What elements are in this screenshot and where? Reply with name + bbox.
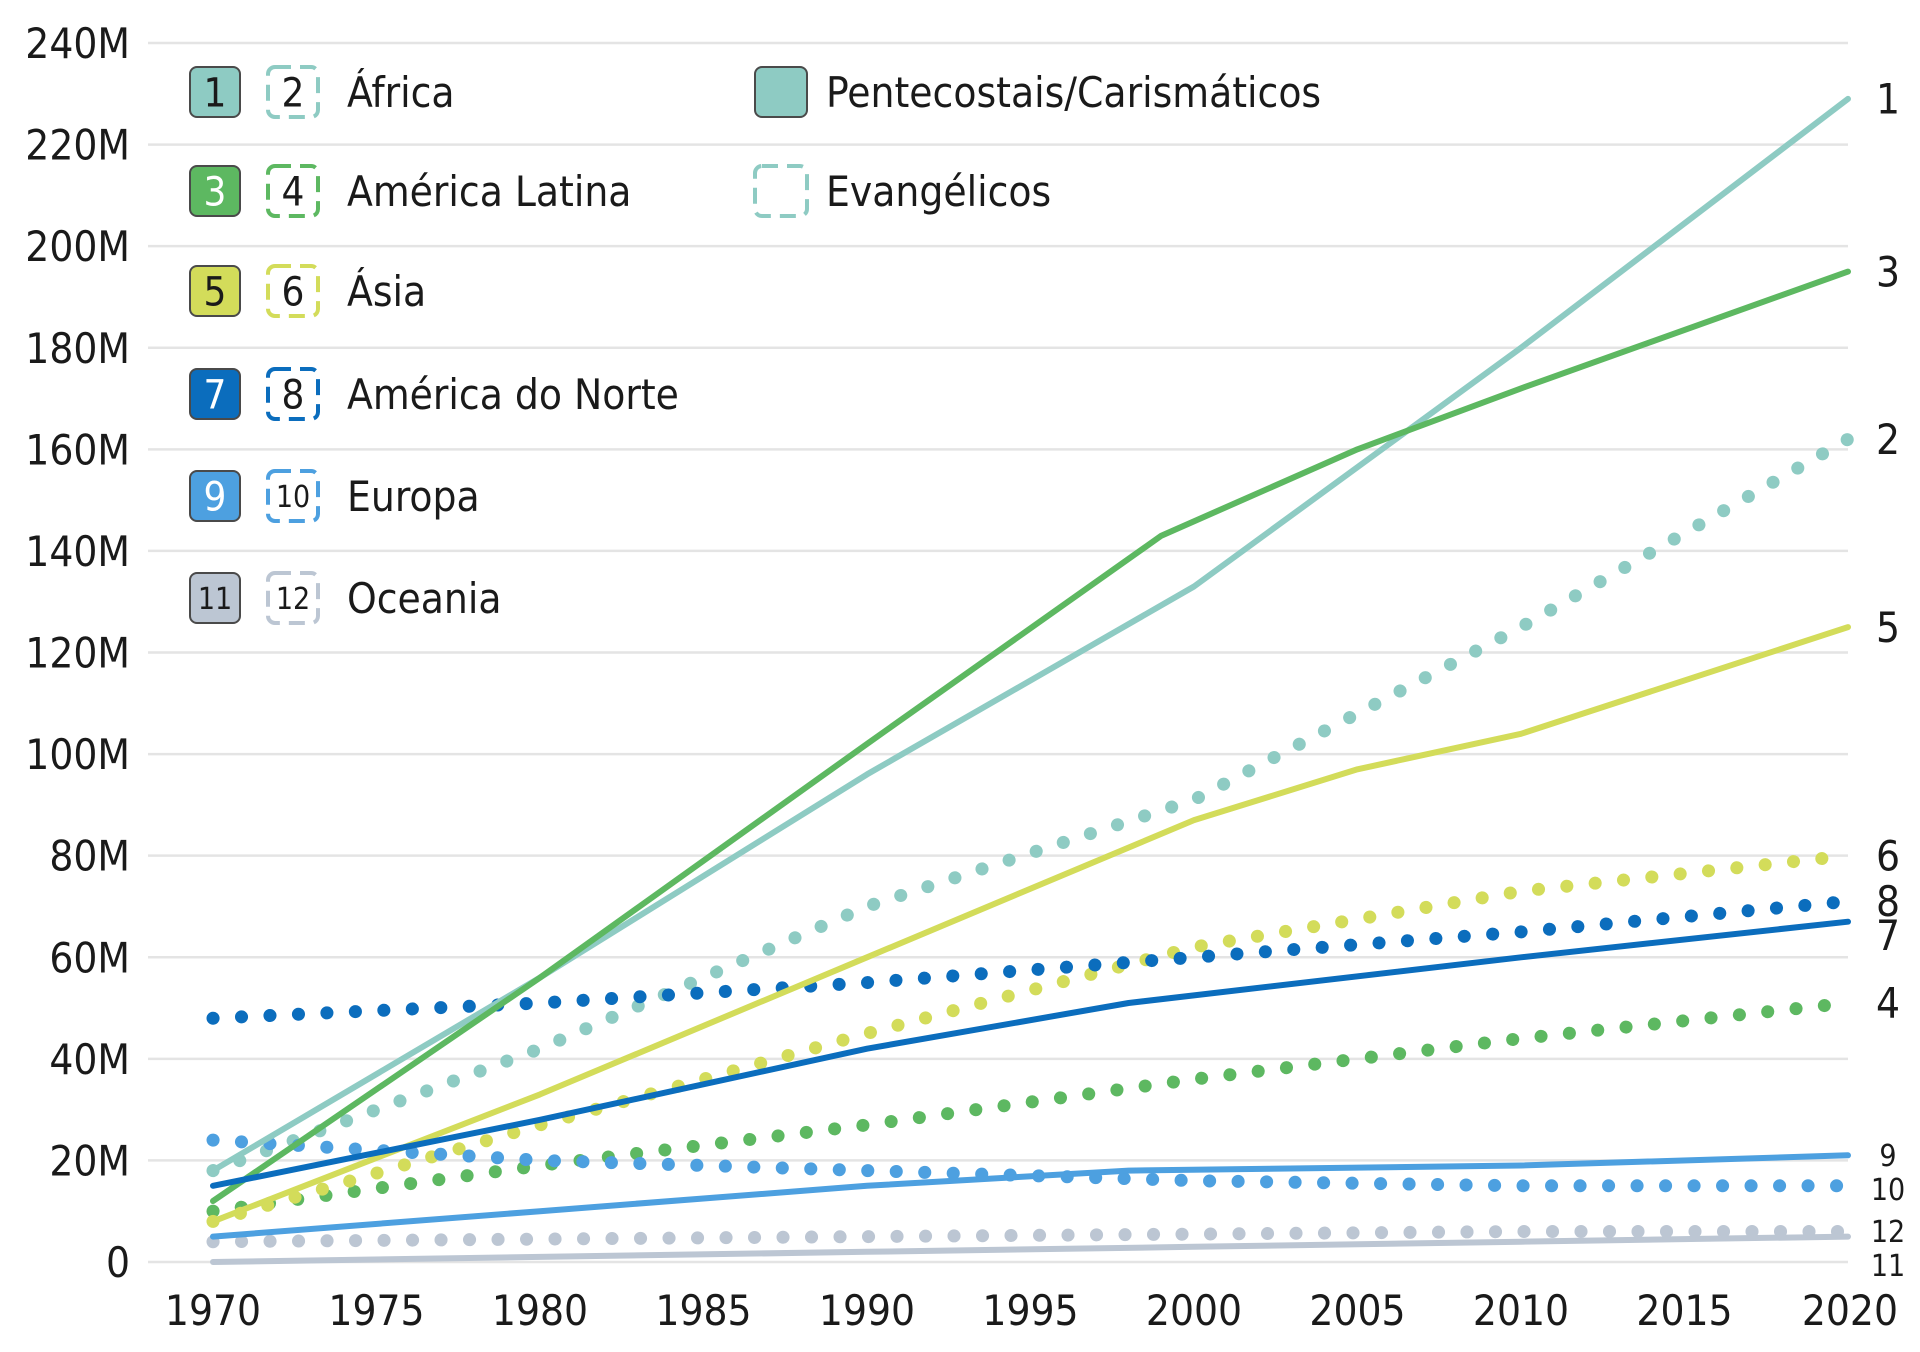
evangelicos-line-12: [206, 1225, 1855, 1249]
x-axis: 1970 1975 1980 1985 1990 1995 2000 2005 2010 2015…: [165, 1286, 1898, 1335]
evangelicos-line-10: [206, 1133, 1855, 1193]
evangelicos-line-2: [206, 432, 1855, 1178]
y-tick-label: 80M: [49, 832, 130, 881]
series-group: [206, 95, 1855, 1265]
legend-region-label: África: [347, 67, 455, 117]
legend-region-label: Europa: [347, 472, 480, 521]
series-end-label: 12: [1871, 1215, 1905, 1250]
y-tick-label: 20M: [49, 1136, 130, 1185]
series-end-label: 2: [1876, 415, 1900, 464]
legend-type-dotted-swatch: [753, 164, 809, 218]
series-end-label: 1: [1876, 75, 1900, 124]
legend-solid-number: 3: [204, 169, 227, 215]
legend-dotted-number: 2: [282, 70, 305, 116]
legend-solid-number: 5: [204, 269, 227, 315]
y-tick-label: 0: [106, 1238, 130, 1287]
y-tick-label: 140M: [25, 527, 130, 576]
legend-dotted-number: 4: [282, 169, 305, 215]
series-end-label: 4: [1876, 979, 1900, 1028]
legend-type-solid-swatch: [754, 66, 808, 118]
legend-dotted-swatch: [266, 65, 320, 119]
x-tick-label: 2020: [1802, 1286, 1898, 1335]
legend-solid-number: 9: [204, 474, 227, 520]
legend-solid-number: 1: [204, 70, 227, 116]
x-tick-label: 1975: [328, 1286, 424, 1335]
legend-dotted-swatch: [266, 469, 320, 523]
pentecostais-line-1: [210, 95, 1851, 1174]
legend-dotted-swatch: [266, 264, 320, 318]
legend-solid-swatch: [189, 165, 241, 217]
gridlines: [148, 41, 1848, 1264]
series-end-label: 10: [1871, 1173, 1905, 1208]
legend-dotted-swatch: [266, 367, 320, 421]
series-end-label: 9: [1879, 1139, 1896, 1174]
pentecostais-line-3: [210, 268, 1851, 1204]
x-tick-label: 1990: [819, 1286, 915, 1335]
evangelicos-line-6: [206, 849, 1855, 1228]
legend-solid-number: 11: [198, 582, 232, 617]
x-tick-label: 2010: [1473, 1286, 1569, 1335]
legend-dotted-number: 8: [282, 372, 305, 418]
x-tick-label: 1980: [492, 1286, 588, 1335]
legend-solid-swatch: [189, 265, 241, 317]
legend-dotted-swatch: [266, 571, 320, 625]
y-axis: 0 20M 40M 60M 80M 100M 120M 140M 160M 180M 200M 220…: [25, 19, 130, 1287]
pentecostais-line-5: [210, 624, 1851, 1225]
x-tick-label: 2015: [1636, 1286, 1732, 1335]
series-end-label: 5: [1876, 603, 1900, 652]
legend-solid-number: 7: [204, 372, 227, 418]
pentecostais-line-7: [210, 918, 1851, 1189]
legend-dotted-number: 10: [276, 480, 310, 515]
x-tick-label: 1970: [165, 1286, 261, 1335]
legend-dotted-number: 6: [282, 269, 305, 315]
pentecostais-line-11: [210, 1233, 1851, 1265]
legend-solid-swatch: [189, 66, 241, 118]
x-tick-label: 1985: [655, 1286, 751, 1335]
x-tick-label: 2000: [1146, 1286, 1242, 1335]
pentecostais-line-9: [210, 1152, 1851, 1240]
x-tick-label: 1995: [982, 1286, 1078, 1335]
legend-solid-swatch: [189, 572, 241, 624]
y-tick-label: 40M: [49, 1035, 130, 1084]
series-end-label: 8: [1876, 877, 1900, 926]
y-tick-label: 220M: [25, 121, 130, 170]
legend-region-label: Ásia: [347, 266, 426, 316]
y-tick-label: 180M: [25, 324, 130, 373]
x-tick-label: 2005: [1309, 1286, 1405, 1335]
legend-type-label: Evangélicos: [826, 167, 1051, 216]
legend-region-label: América do Norte: [347, 370, 679, 419]
evangelicos-line-8: [206, 894, 1855, 1025]
legend-solid-swatch: [189, 470, 241, 522]
y-tick-label: 100M: [25, 730, 130, 779]
series-end-label: 11: [1871, 1249, 1905, 1284]
legend-dotted-number: 12: [276, 582, 310, 617]
y-tick-label: 60M: [49, 933, 130, 982]
series-end-label: 3: [1876, 247, 1900, 296]
y-tick-label: 200M: [25, 222, 130, 271]
series-end-label: 7: [1876, 911, 1900, 960]
y-tick-label: 240M: [25, 19, 130, 68]
y-tick-label: 120M: [25, 629, 130, 678]
legend-region-label: América Latina: [347, 167, 631, 216]
evangelicos-line-4: [206, 996, 1855, 1218]
y-tick-label: 160M: [25, 425, 130, 474]
series-end-label: 6: [1876, 831, 1900, 880]
legend-region-label: Oceania: [347, 574, 502, 623]
legend-type-label: Pentecostais/Carismáticos: [826, 68, 1321, 117]
legend-solid-swatch: [189, 368, 241, 420]
legend-dotted-swatch: [266, 164, 320, 218]
